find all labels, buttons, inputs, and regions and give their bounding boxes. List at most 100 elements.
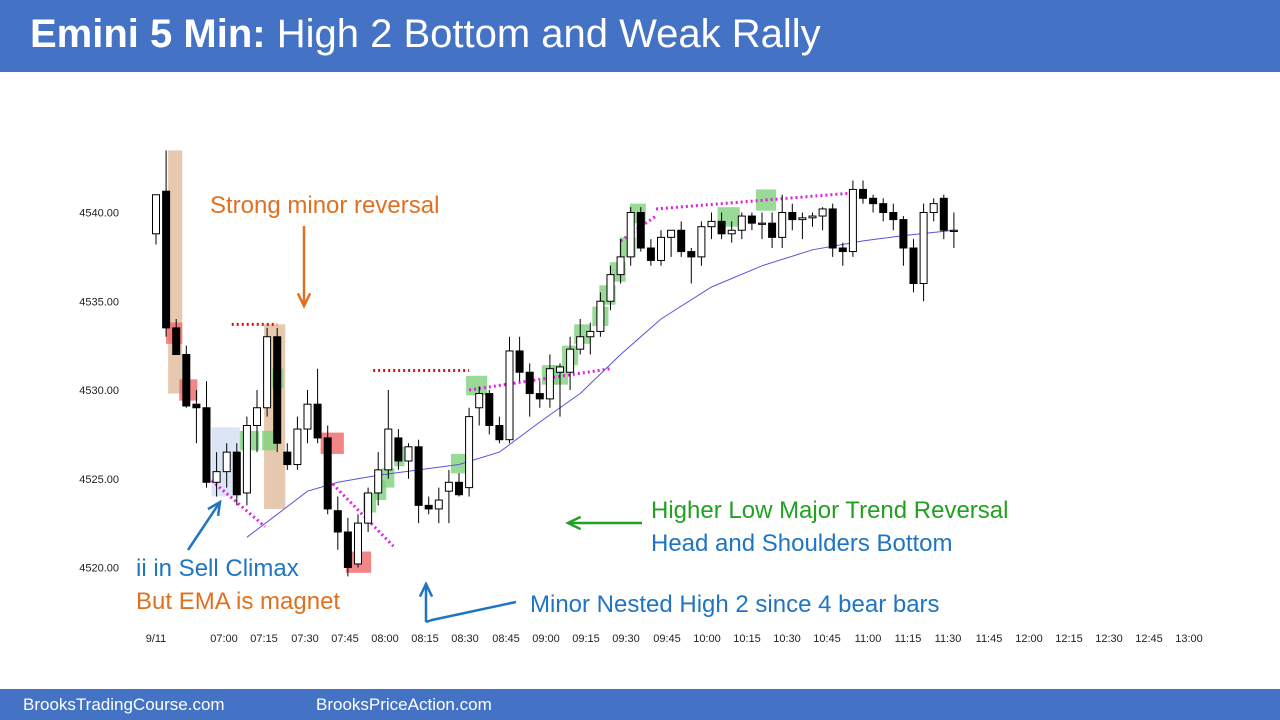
candle (646, 239, 655, 266)
bear-candle-body (717, 220, 726, 235)
bear-candle-body (202, 407, 211, 483)
bear-candle-body (323, 437, 332, 510)
title-bold: Emini 5 Min: (30, 12, 266, 56)
x-tick-label: 09:00 (532, 633, 560, 645)
bear-candle-body (677, 229, 686, 253)
bull-candle-body (263, 336, 272, 409)
bull-candle-body (576, 336, 585, 350)
candle (364, 487, 373, 532)
candle (616, 239, 625, 284)
highlight-zone (168, 150, 183, 394)
bull-candle-body (434, 499, 443, 510)
bear-candle-body (273, 336, 282, 444)
arrowhead (418, 581, 434, 598)
annotation-text: Head and Shoulders Bottom (651, 530, 953, 557)
candle (475, 386, 484, 426)
candle (202, 381, 211, 488)
bear-candle-body (939, 197, 948, 231)
bear-candle-body (515, 350, 524, 373)
bull-candle-body (465, 416, 474, 489)
bull-signal-box (466, 375, 488, 396)
candle (465, 407, 474, 497)
candle (182, 345, 191, 408)
candle (717, 212, 726, 240)
arrowhead (207, 499, 222, 517)
bear-candle-body (283, 451, 292, 466)
bear-candle-body (889, 212, 898, 221)
x-tick-label: 13:00 (1175, 633, 1203, 645)
bear-candle-body (768, 222, 777, 238)
footer-right-link[interactable]: BrooksPriceAction.com (316, 695, 492, 714)
candle (808, 212, 817, 227)
arrowhead (296, 292, 312, 309)
bear-candle-body (192, 403, 201, 409)
annotation-text: Higher Low Major Trend Reversal (651, 497, 1008, 524)
bear-candle-body (788, 212, 797, 221)
candle (212, 452, 221, 497)
bear-candle-body (535, 393, 544, 400)
x-tick-label: 08:00 (371, 633, 399, 645)
bear-candle-body (485, 393, 494, 426)
bear-candle-body (525, 371, 534, 395)
candle (404, 443, 413, 479)
candle (384, 390, 393, 479)
bull-candle-body (919, 212, 928, 284)
candle (929, 198, 938, 222)
candle (707, 212, 716, 240)
bull-candle-body (152, 194, 160, 235)
candle (172, 319, 181, 355)
bull-candle-body (818, 208, 827, 217)
bear-candle-body (687, 251, 696, 258)
candlestick-chart: 4520.00 4525.00 4530.00 4535.00 4540.00 9/11 0… (79, 150, 1203, 645)
arrow-line (425, 600, 517, 624)
candle (677, 221, 686, 257)
candle (727, 221, 736, 243)
bear-candle-body (838, 247, 847, 253)
candle (586, 322, 595, 355)
candle (626, 207, 635, 266)
bull-candle-body (586, 330, 595, 338)
footer-left-link[interactable]: BrooksTradingCourse.com (23, 695, 225, 714)
x-tick-label: 9/11 (146, 633, 167, 645)
candle (535, 381, 544, 408)
candle (768, 212, 777, 248)
bear-candle-body (313, 403, 322, 439)
footer-banner: BrooksTradingCourse.com BrooksPriceActio… (0, 689, 1280, 720)
bull-candle-body (667, 229, 676, 238)
candle (444, 469, 453, 524)
bear-candle-body (424, 504, 433, 510)
candle (222, 443, 231, 488)
bull-candle-body (505, 350, 514, 441)
dotted-level-line (655, 191, 854, 211)
page-title: Emini 5 Min: High 2 Bottom and Weak Rall… (30, 12, 821, 57)
x-tick-label: 12:30 (1095, 633, 1123, 645)
bull-candle-body (606, 274, 615, 302)
bear-candle-body (747, 215, 756, 224)
dotted-level-line (468, 367, 611, 392)
x-tick-label: 12:00 (1015, 633, 1043, 645)
x-tick-label: 10:30 (773, 633, 801, 645)
bull-candle-body (222, 451, 231, 473)
candle (525, 363, 534, 417)
bull-candle-body (253, 407, 261, 426)
candle (939, 194, 948, 240)
bull-candle-body (657, 236, 665, 261)
x-tick-label: 09:30 (612, 633, 640, 645)
candle (788, 203, 797, 231)
bull-candle-body (758, 222, 766, 225)
candle (333, 496, 342, 550)
bull-candle-body (384, 428, 393, 471)
bull-candle-body (798, 217, 807, 221)
bear-candle-body (859, 188, 867, 199)
bull-candle-body (293, 428, 302, 466)
candle (667, 229, 676, 257)
candle (596, 292, 605, 337)
bull-candle-body (616, 256, 625, 276)
candle (323, 425, 332, 515)
candle (263, 327, 272, 417)
arrow-line (186, 501, 222, 551)
annotation-text: ii in Sell Climax (136, 555, 299, 582)
bull-candle-body (556, 366, 564, 373)
candle (636, 207, 645, 252)
bull-candle-body (303, 403, 312, 430)
